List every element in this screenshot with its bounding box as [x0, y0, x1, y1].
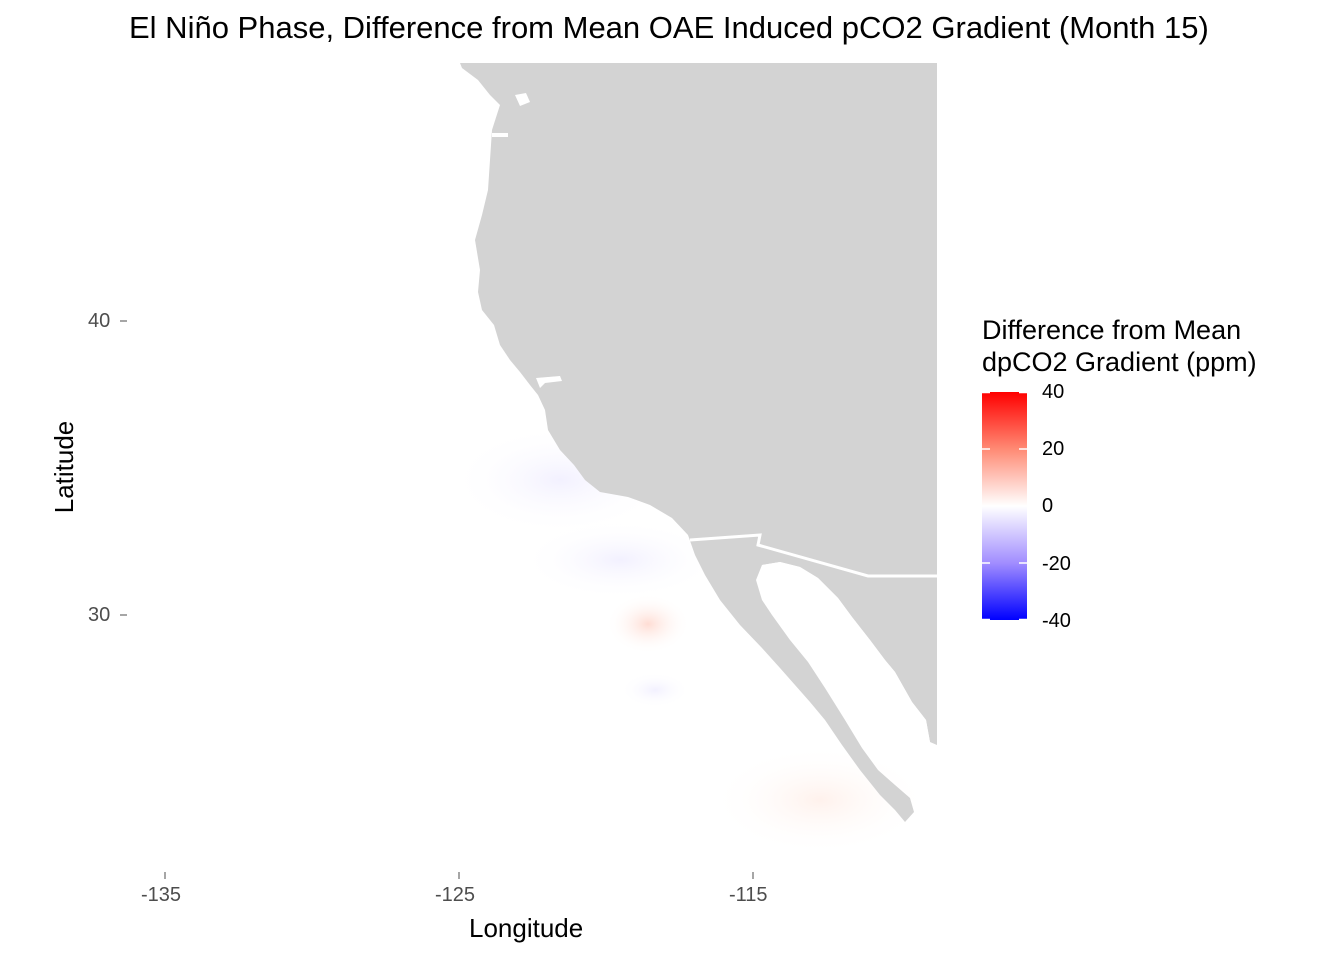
puget-sound	[515, 93, 530, 106]
x-tick-label-125: -125	[435, 884, 476, 906]
legend-label-neg40: -40	[1042, 610, 1071, 632]
y-tick-label-30: 30	[88, 604, 111, 626]
anomaly-blue-small	[620, 672, 690, 708]
legend-label-20: 20	[1042, 438, 1065, 460]
legend-colorbar	[982, 392, 1027, 620]
y-axis-title: Latitude	[49, 420, 79, 514]
sf-bay	[536, 376, 562, 388]
y-tick-label-40: 40	[88, 310, 111, 332]
columbia-estuary	[492, 133, 508, 137]
legend-title-line1: Difference from Mean	[982, 315, 1242, 345]
x-axis-title: Longitude	[469, 913, 584, 943]
chart-title: El Niño Phase, Difference from Mean OAE …	[129, 10, 1209, 45]
legend-label-0: 0	[1042, 495, 1054, 517]
anomaly-blue-offshore	[520, 520, 720, 600]
x-tick-label-135: -135	[141, 884, 182, 906]
us-mexico-border	[689, 533, 937, 578]
legend-title-line2: dpCO2 Gradient (ppm)	[982, 347, 1257, 377]
legend-label-neg20: -20	[1042, 553, 1071, 575]
legend-title: Difference from Mean dpCO2 Gradient (ppm…	[982, 314, 1257, 378]
anomaly-red-central	[606, 594, 690, 654]
x-tick-label-115: -115	[729, 884, 768, 906]
legend-label-40: 40	[1042, 381, 1065, 403]
gulf-of-california	[762, 562, 930, 745]
land-mass	[460, 63, 937, 822]
